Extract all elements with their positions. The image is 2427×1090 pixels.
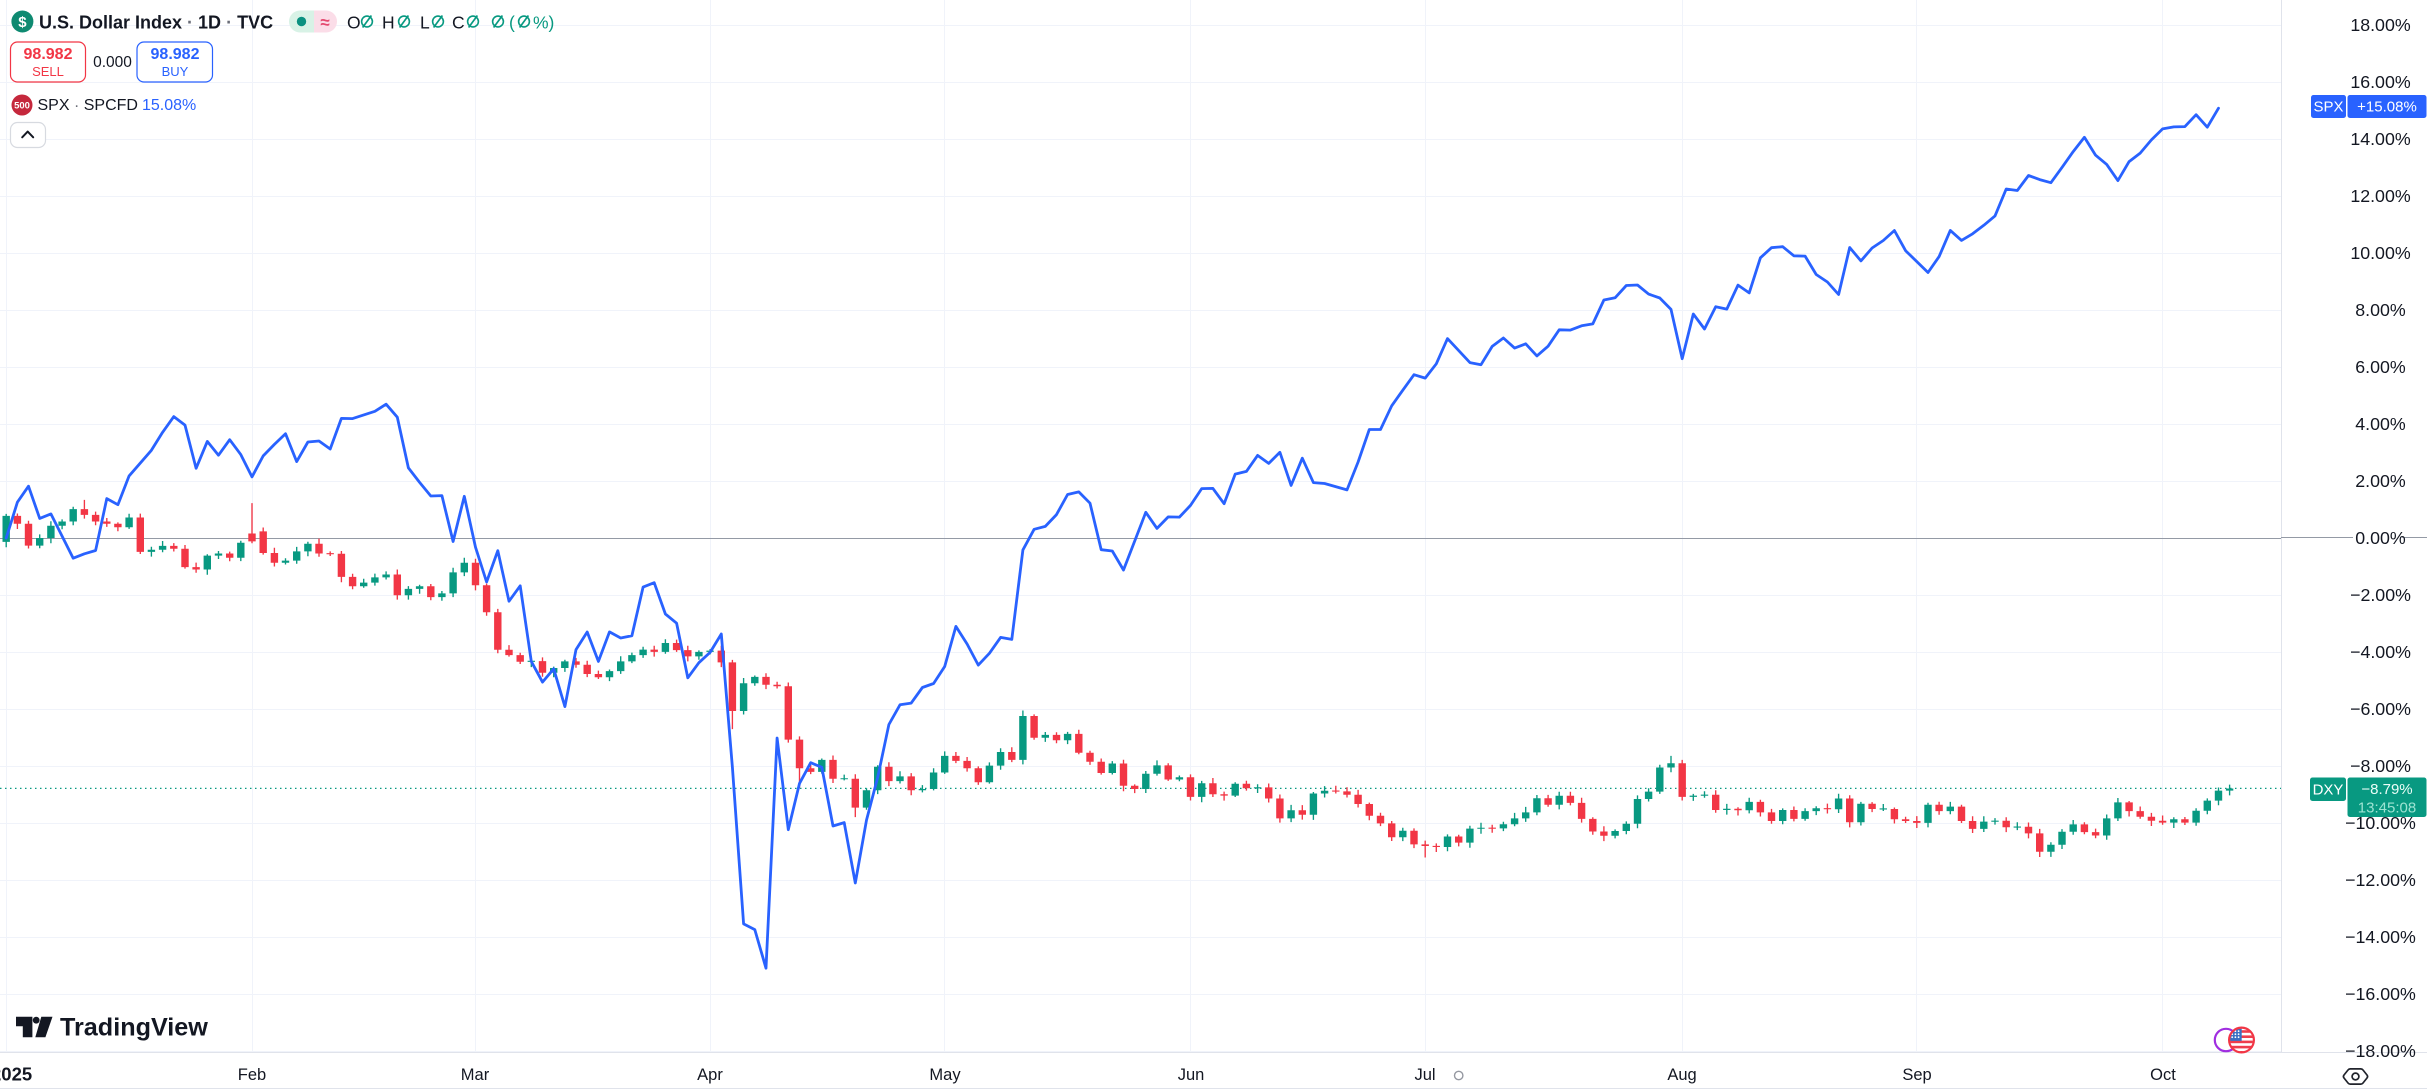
- svg-text:14.00%: 14.00%: [2350, 129, 2410, 149]
- svg-text:L: L: [420, 12, 430, 32]
- svg-text:10.00%: 10.00%: [2350, 243, 2410, 263]
- svg-text:12.00%: 12.00%: [2350, 186, 2410, 206]
- svg-text:H: H: [382, 12, 395, 32]
- svg-text:500: 500: [14, 100, 30, 111]
- svg-text:98.982: 98.982: [24, 46, 73, 63]
- svg-text:C: C: [452, 12, 465, 32]
- svg-text:2.00%: 2.00%: [2355, 471, 2406, 491]
- svg-text:≈: ≈: [320, 13, 329, 32]
- svg-text:2025: 2025: [0, 1064, 32, 1085]
- svg-text:May: May: [929, 1066, 961, 1084]
- svg-text:−8.00%: −8.00%: [2350, 756, 2411, 776]
- svg-text:+15.08%: +15.08%: [2357, 99, 2417, 116]
- svg-text:13:45:08: 13:45:08: [2358, 800, 2416, 817]
- svg-text:SPX · SPCFD: SPX · SPCFD: [38, 97, 138, 114]
- svg-text:15.08%: 15.08%: [142, 97, 196, 114]
- svg-text:−12.00%: −12.00%: [2345, 870, 2416, 890]
- svg-text:6.00%: 6.00%: [2355, 357, 2406, 377]
- svg-text:Apr: Apr: [697, 1066, 723, 1084]
- svg-text:4.00%: 4.00%: [2355, 414, 2406, 434]
- svg-text:−10.00%: −10.00%: [2345, 813, 2416, 833]
- svg-text:Jul: Jul: [1414, 1066, 1435, 1084]
- svg-text:16.00%: 16.00%: [2350, 72, 2410, 92]
- svg-text:DXY: DXY: [2313, 782, 2344, 799]
- svg-text:O: O: [347, 12, 361, 32]
- svg-text:18.00%: 18.00%: [2350, 15, 2410, 35]
- svg-text:Jun: Jun: [1178, 1066, 1205, 1084]
- svg-text:SELL: SELL: [32, 64, 64, 79]
- svg-text:−8.79%: −8.79%: [2361, 781, 2412, 798]
- svg-text:SPX: SPX: [2313, 99, 2343, 116]
- svg-text:−14.00%: −14.00%: [2345, 927, 2416, 947]
- svg-text:−4.00%: −4.00%: [2350, 642, 2411, 662]
- svg-text:BUY: BUY: [162, 64, 189, 79]
- svg-text:%): %): [533, 12, 554, 32]
- svg-text:$: $: [18, 14, 27, 31]
- svg-text:−6.00%: −6.00%: [2350, 699, 2411, 719]
- svg-text:8.00%: 8.00%: [2355, 300, 2406, 320]
- svg-text:Sep: Sep: [1902, 1066, 1931, 1084]
- svg-text:0.00%: 0.00%: [2355, 528, 2406, 548]
- svg-text:−18.00%: −18.00%: [2345, 1041, 2416, 1061]
- svg-text:Aug: Aug: [1667, 1066, 1696, 1084]
- svg-text:98.982: 98.982: [151, 46, 200, 63]
- svg-text:U.S. Dollar Index · 1D · TVC: U.S. Dollar Index · 1D · TVC: [39, 12, 273, 32]
- svg-text:Oct: Oct: [2150, 1066, 2176, 1084]
- svg-text:TradingView: TradingView: [60, 1013, 208, 1041]
- svg-text:(: (: [509, 12, 515, 32]
- svg-text:0.000: 0.000: [93, 54, 132, 71]
- svg-text:−16.00%: −16.00%: [2345, 984, 2416, 1004]
- svg-text:Feb: Feb: [238, 1066, 266, 1084]
- svg-text:−2.00%: −2.00%: [2350, 585, 2411, 605]
- svg-text:Mar: Mar: [461, 1066, 490, 1084]
